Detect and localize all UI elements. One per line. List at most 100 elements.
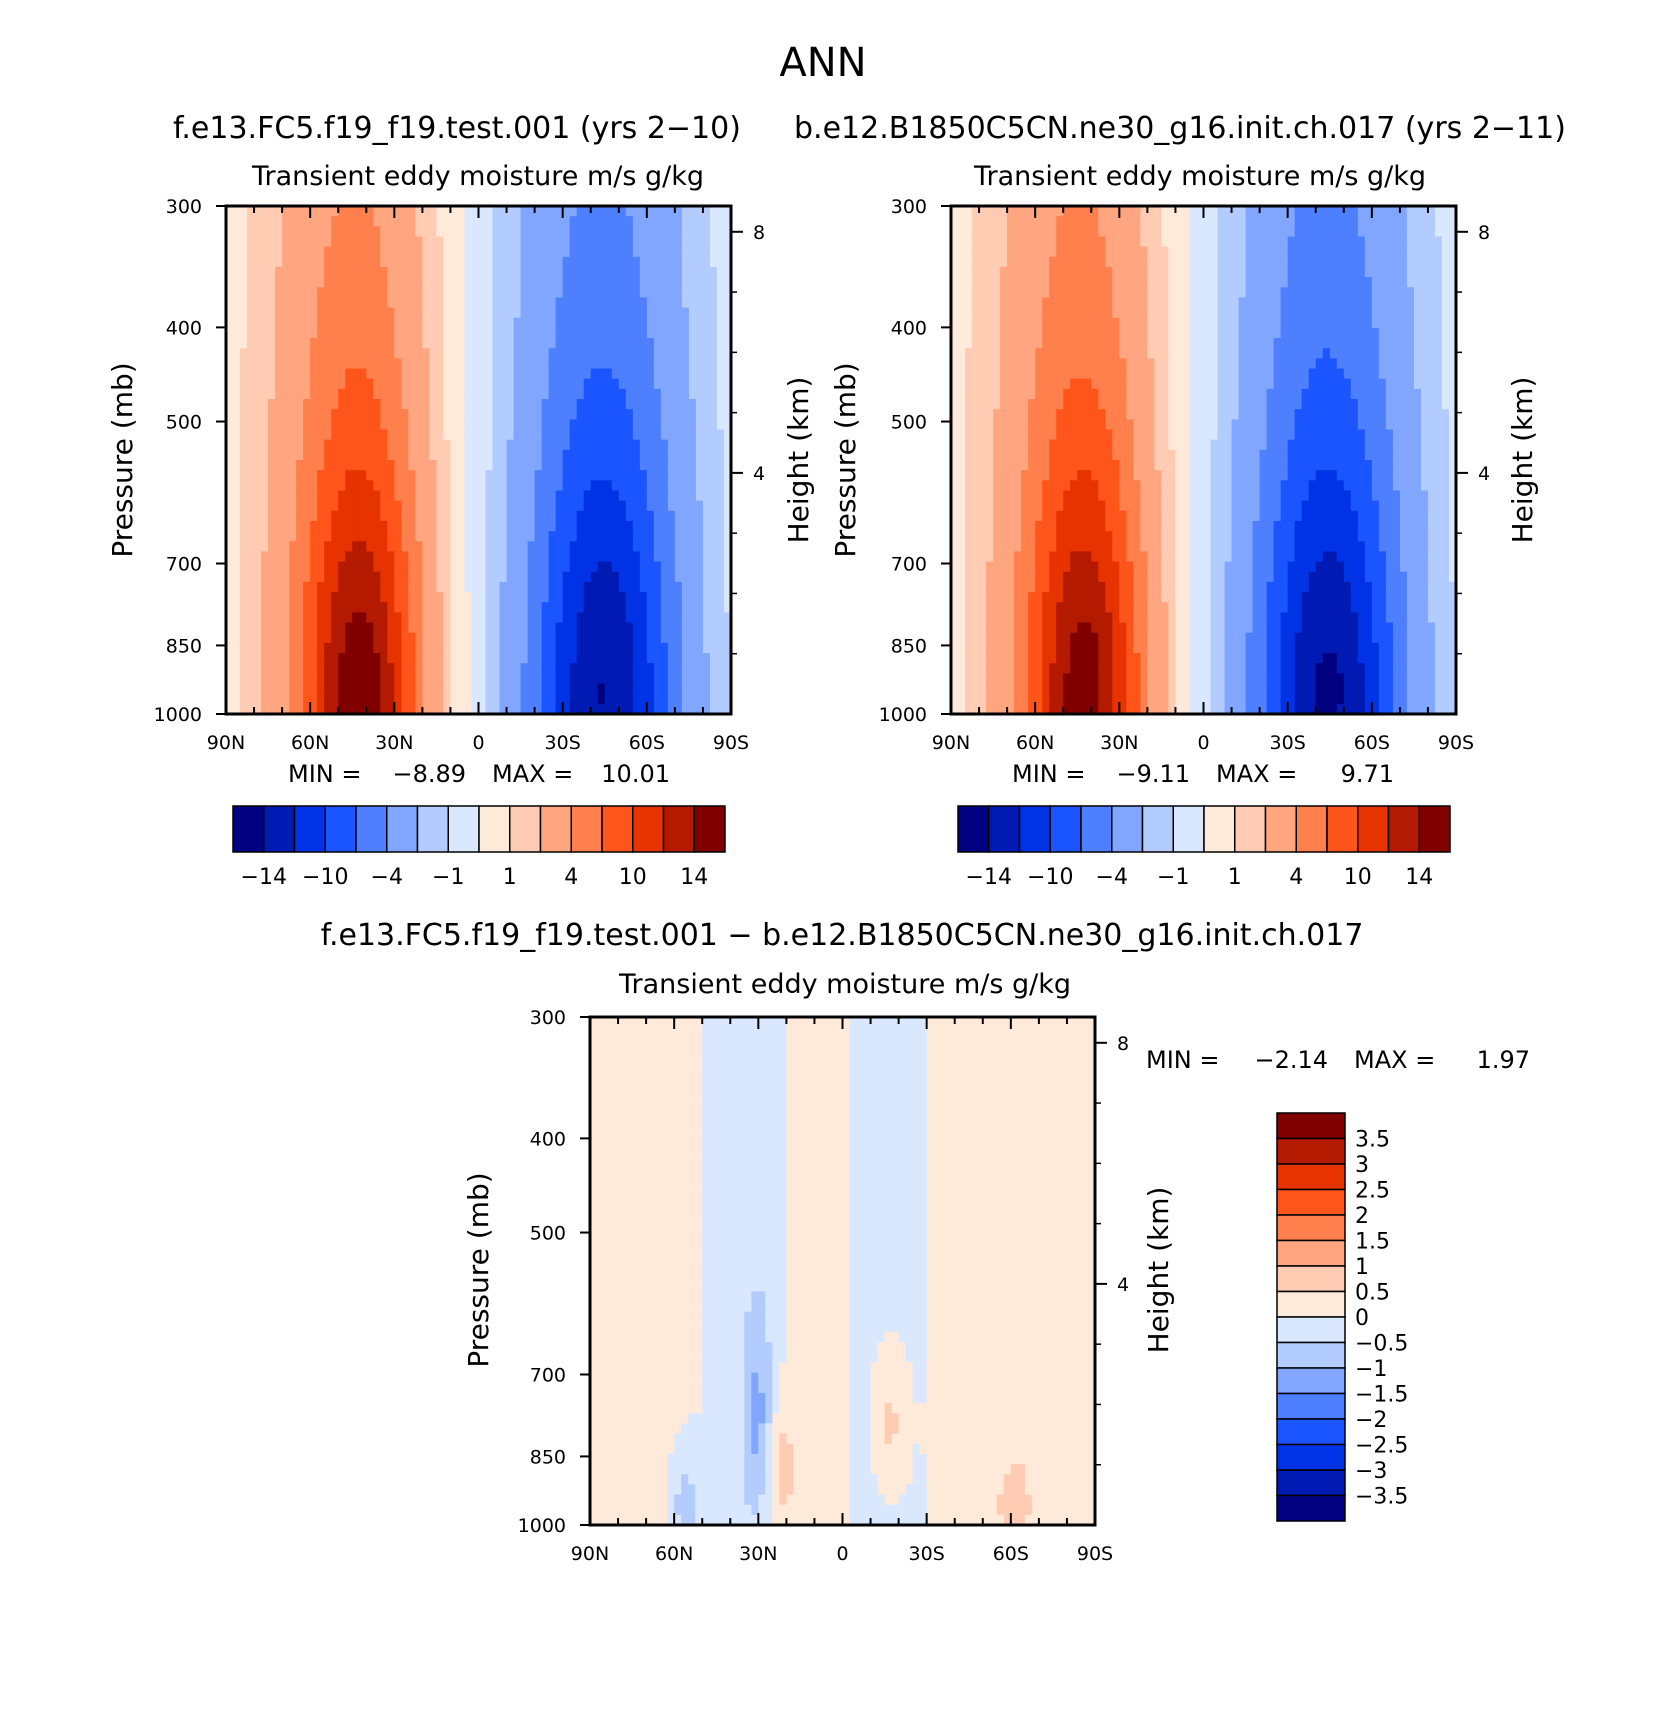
field-cell: [604, 612, 613, 624]
field-cell: [1203, 378, 1212, 390]
field-cell: [576, 409, 585, 420]
field-cell: [338, 531, 346, 542]
field-cell: [1301, 338, 1310, 349]
field-cell: [1000, 266, 1008, 278]
field-cell: [310, 317, 318, 329]
field-cell: [534, 236, 543, 248]
field-cell: [1084, 317, 1092, 329]
field-cell: [632, 592, 641, 603]
field-cell: [625, 419, 634, 431]
field-cell: [429, 460, 438, 471]
field-cell: [562, 297, 571, 309]
field-cell: [240, 460, 248, 471]
field-cell: [1056, 378, 1064, 390]
field-cell: [646, 470, 655, 481]
field-cell: [688, 693, 697, 705]
field-cell: [450, 388, 459, 400]
field-cell: [366, 571, 374, 583]
field-cell: [1182, 216, 1191, 227]
field-cell: [653, 287, 662, 299]
field-cell: [233, 439, 241, 451]
field-cell: [1266, 287, 1275, 299]
field-cell: [709, 206, 718, 217]
field-cell: [366, 663, 374, 674]
field-cell: [520, 409, 529, 420]
field-cell: [485, 266, 494, 278]
field-cell: [993, 358, 1001, 370]
field-cell: [513, 348, 522, 359]
field-cell: [555, 287, 564, 299]
field-cell: [590, 480, 599, 492]
field-cell: [709, 216, 718, 227]
field-cell: [618, 531, 627, 542]
field-cell: [1315, 378, 1324, 390]
field-cell: [1301, 236, 1310, 248]
field-cell: [639, 419, 648, 431]
field-cell: [380, 663, 388, 674]
field-cell: [275, 663, 283, 674]
field-cell: [646, 642, 655, 654]
field-cell: [1070, 348, 1078, 359]
field-cell: [478, 439, 487, 451]
field-cell: [506, 703, 515, 715]
field-cell: [611, 693, 620, 705]
field-cell: [296, 399, 304, 410]
field-cell: [254, 297, 262, 309]
field-cell: [450, 551, 459, 563]
field-cell: [415, 358, 423, 370]
field-cell: [1371, 256, 1380, 268]
field-cell: [1371, 307, 1380, 319]
field-cell: [1350, 297, 1359, 309]
field-cell: [716, 703, 725, 715]
field-cell: [1161, 327, 1170, 339]
field-cell: [282, 632, 290, 644]
field-cell: [1280, 206, 1289, 217]
field-cell: [618, 470, 627, 481]
field-cell: [702, 571, 711, 583]
field-cell: [1329, 368, 1338, 380]
field-cell: [555, 592, 564, 603]
field-cell: [1210, 297, 1219, 309]
field-cell: [583, 266, 592, 278]
field-cell: [1021, 277, 1029, 288]
field-cell: [1056, 317, 1064, 329]
field-cell: [667, 490, 676, 502]
field-cell: [289, 358, 297, 370]
field-cell: [583, 256, 592, 268]
field-cell: [1294, 378, 1303, 390]
field-cell: [387, 287, 395, 299]
field-cell: [1168, 358, 1177, 370]
field-cell: [443, 683, 452, 695]
field-cell: [492, 246, 501, 258]
field-cell: [541, 653, 550, 664]
field-cell: [709, 399, 718, 410]
field-cell: [576, 642, 585, 654]
field-cell: [240, 632, 248, 644]
field-cell: [1077, 297, 1085, 309]
field-cell: [387, 338, 395, 349]
field-cell: [576, 500, 585, 512]
field-cell: [1000, 358, 1008, 370]
field-cell: [646, 592, 655, 603]
field-cell: [702, 439, 711, 451]
field-cell: [611, 307, 620, 319]
field-cell: [1042, 307, 1050, 319]
field-cell: [520, 592, 529, 603]
field-cell: [506, 683, 515, 695]
field-cell: [1140, 236, 1148, 248]
field-cell: [576, 663, 585, 674]
field-cell: [261, 449, 269, 461]
field-cell: [408, 348, 416, 359]
field-cell: [681, 551, 690, 563]
field-cell: [289, 622, 297, 634]
field-cell: [331, 307, 339, 319]
field-cell: [275, 236, 283, 248]
field-cell: [1189, 297, 1198, 309]
field-cell: [1126, 236, 1134, 248]
field-cell: [464, 429, 473, 441]
field-cell: [464, 358, 473, 370]
colorbar-box: [293, 805, 326, 853]
field-cell: [1112, 358, 1120, 370]
field-cell: [716, 256, 725, 268]
field-cell: [513, 317, 522, 329]
